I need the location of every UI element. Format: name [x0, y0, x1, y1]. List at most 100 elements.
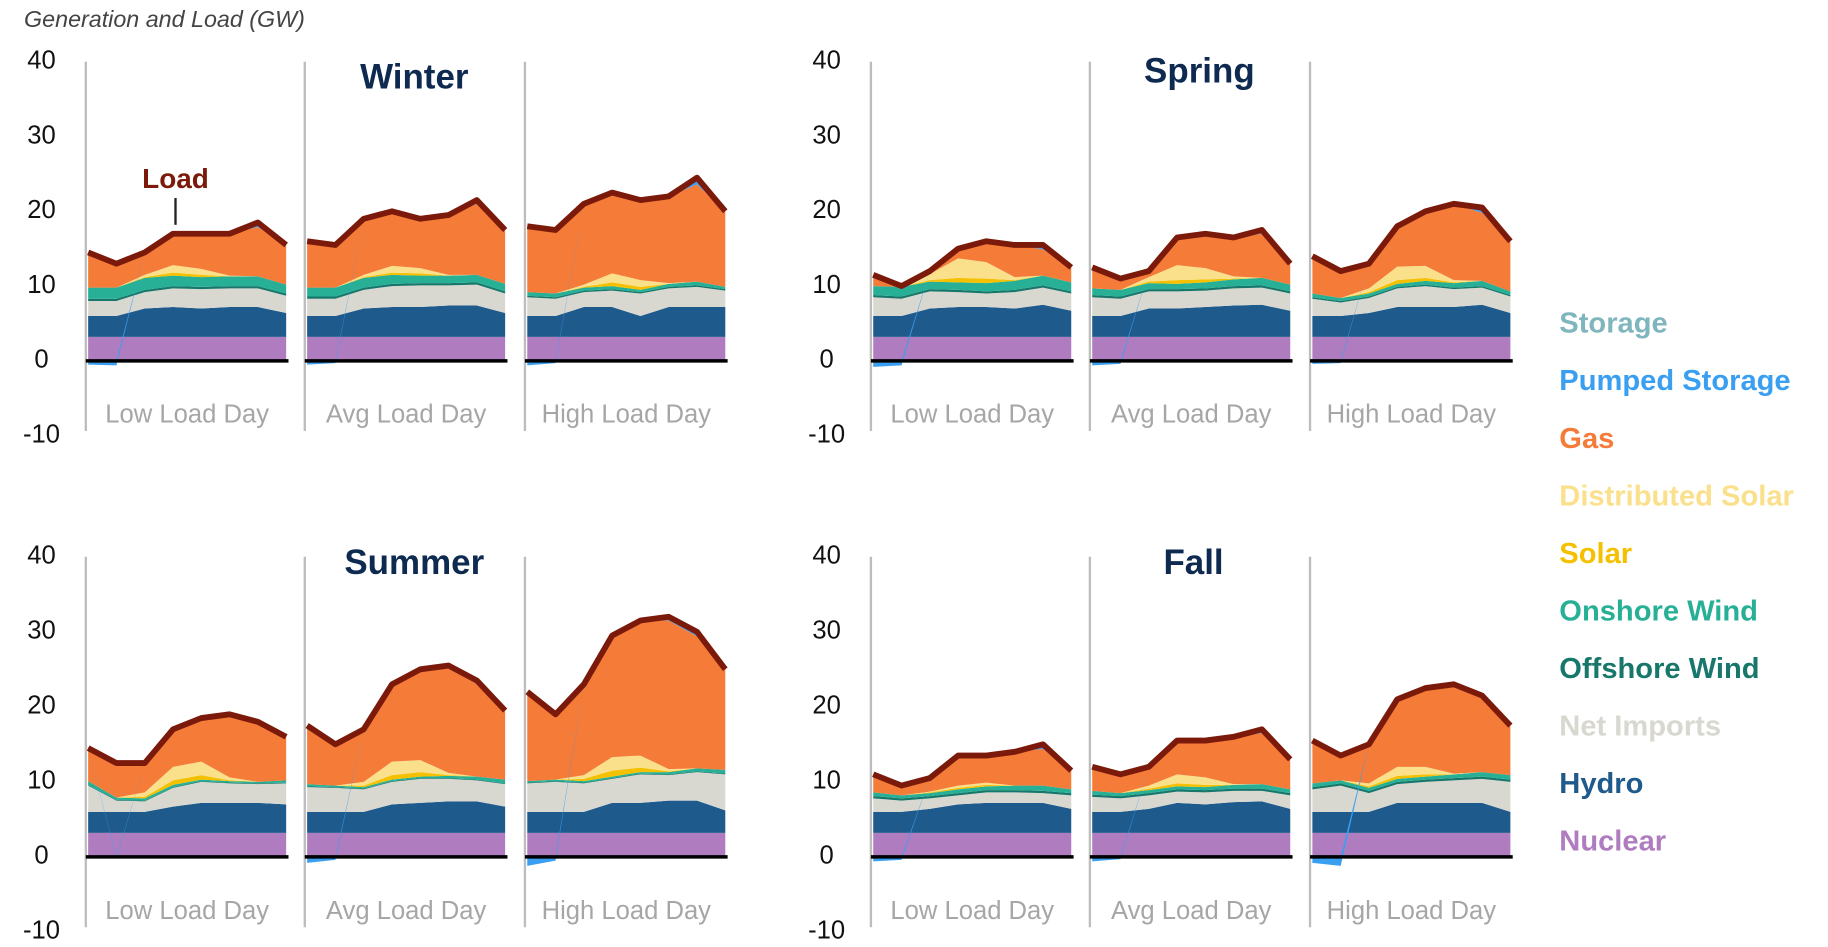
load-line	[526, 174, 728, 233]
load-line	[1311, 681, 1513, 759]
stack-area	[1092, 265, 1291, 290]
stack-area	[307, 336, 506, 361]
stack-area	[527, 336, 726, 361]
load-line	[872, 238, 1074, 289]
stack-area	[1312, 802, 1511, 833]
stack-area	[873, 336, 1072, 361]
y-tick-label: -10	[23, 917, 60, 945]
stack-area	[88, 775, 287, 799]
stack-area	[88, 265, 287, 288]
stack-area	[1092, 277, 1291, 290]
stack-area	[1312, 772, 1511, 791]
load-line	[1091, 726, 1293, 778]
stack-area	[527, 307, 726, 337]
day-label: High Load Day	[542, 401, 712, 429]
stack-area	[1092, 277, 1291, 297]
stack-area	[1312, 778, 1511, 812]
stack-area	[1092, 788, 1291, 799]
load-annotation: Load	[142, 163, 209, 194]
y-tick-label: 40	[812, 47, 841, 75]
stack-area	[1092, 801, 1291, 833]
y-tick-label: 10	[812, 271, 841, 299]
load-line	[1091, 227, 1293, 282]
y-tick-label: 40	[812, 542, 841, 570]
stack-area	[1312, 336, 1511, 361]
panel-title: Summer	[344, 543, 484, 582]
panel-title: Fall	[1163, 543, 1223, 582]
stack-area	[873, 258, 1072, 287]
legend-entry: Hydro	[1559, 768, 1643, 800]
stack-area	[1312, 304, 1511, 337]
stack-area	[307, 284, 506, 316]
stack-area	[527, 768, 726, 783]
stack-area	[307, 772, 506, 788]
stack-area	[527, 832, 726, 857]
stack-area	[88, 286, 287, 302]
day-label: Avg Load Day	[326, 897, 487, 925]
y-tick-label: 30	[812, 121, 841, 149]
stack-area	[873, 748, 1072, 796]
y-tick-label: 30	[27, 121, 55, 149]
stack-area	[1312, 776, 1511, 794]
stack-area	[307, 305, 506, 337]
stack-area	[88, 272, 287, 288]
stack-area	[1092, 783, 1291, 794]
stack-area	[527, 772, 726, 812]
stack-area	[873, 275, 1072, 297]
stack-area	[873, 287, 1072, 316]
stack-area	[88, 336, 287, 361]
stack-area	[1312, 284, 1511, 303]
legend-entry: Gas	[1559, 423, 1614, 455]
stack-area	[88, 802, 287, 833]
legend-entry: Onshore Wind	[1559, 595, 1758, 627]
stack-area	[1092, 790, 1291, 812]
stack-area	[1092, 784, 1291, 797]
stack-area	[88, 832, 287, 857]
y-tick-label: -10	[808, 420, 845, 448]
day-label: High Load Day	[1327, 897, 1497, 925]
stack-area	[1312, 265, 1511, 299]
stack-area	[527, 755, 726, 782]
stack-area	[307, 778, 506, 812]
stack-area	[1092, 336, 1291, 361]
stack-area	[873, 832, 1072, 857]
stack-area	[307, 775, 506, 789]
stack-area	[88, 307, 287, 337]
stack-area	[1312, 686, 1511, 784]
stack-area	[88, 227, 287, 288]
load-line	[1311, 200, 1513, 275]
stack-area	[307, 274, 506, 297]
stack-area	[88, 779, 287, 801]
y-tick-label: 10	[27, 271, 55, 299]
legend-entry: Storage	[1559, 308, 1667, 340]
legend-entry: Pumped Storage	[1559, 365, 1790, 397]
legend-entry: Distributed Solar	[1559, 480, 1794, 512]
stack-area	[1312, 772, 1511, 788]
y-tick-label: 40	[27, 542, 55, 570]
day-label: Avg Load Day	[1111, 401, 1272, 429]
stack-area	[307, 760, 506, 786]
day-label: Low Load Day	[105, 401, 269, 429]
y-tick-label: -10	[23, 420, 60, 448]
stack-area	[873, 784, 1072, 796]
stack-area	[1312, 832, 1511, 857]
legend-entry: Net Imports	[1559, 710, 1721, 742]
stack-area	[1092, 774, 1291, 794]
load-line	[872, 741, 1074, 789]
stack-area	[873, 792, 1072, 812]
stack-area	[1312, 277, 1511, 299]
stack-area	[307, 801, 506, 833]
stack-area	[1312, 280, 1511, 302]
y-tick-label: 0	[820, 346, 834, 374]
day-label: Avg Load Day	[326, 401, 487, 429]
stack-area	[307, 832, 506, 857]
y-tick-label: 40	[27, 47, 55, 75]
stack-area	[873, 782, 1072, 796]
day-label: Avg Load Day	[1111, 897, 1272, 925]
stack-area	[1312, 203, 1511, 299]
stack-area	[527, 767, 726, 782]
legend-entry: Solar	[1559, 538, 1632, 570]
load-line	[306, 197, 508, 248]
stack-area	[88, 275, 287, 299]
stack-area	[873, 275, 1072, 287]
